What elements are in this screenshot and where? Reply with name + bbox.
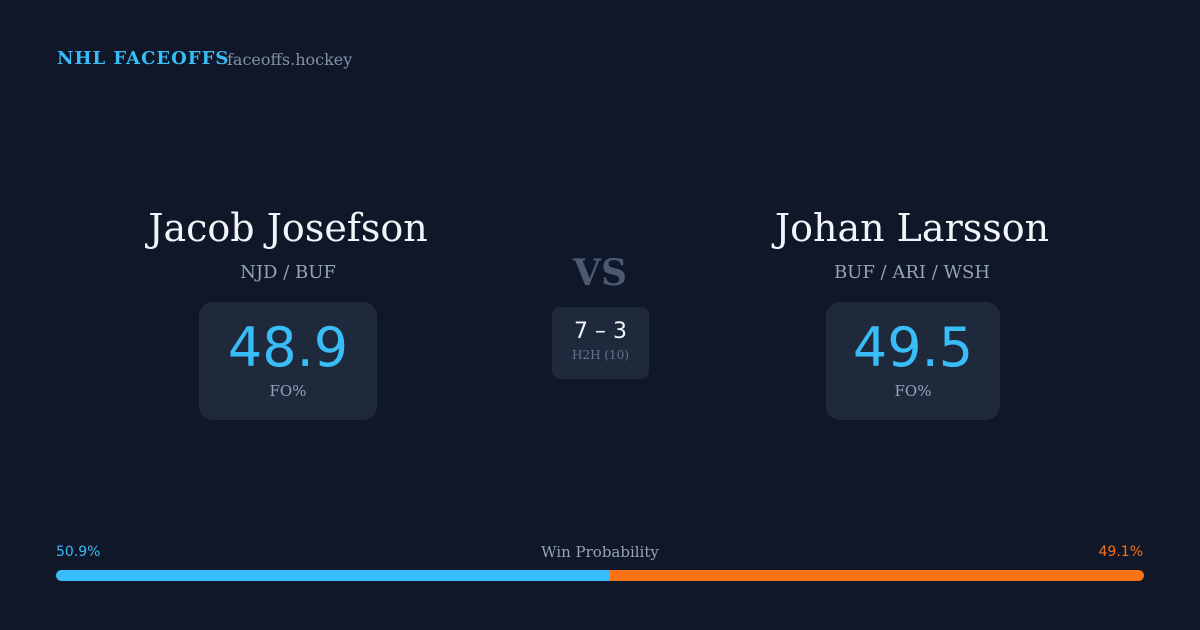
win-prob-segment — [56, 570, 610, 581]
player-name: Johan Larsson — [774, 206, 1050, 250]
win-prob-bar — [56, 570, 1144, 581]
h2h-label: H2H (10) — [571, 348, 629, 362]
win-prob-left: 50.9% — [56, 544, 101, 560]
site[interactable]: faceoffs.hockey — [227, 50, 353, 69]
player-teams: BUF / ARI / WSH — [833, 262, 991, 283]
versus: VS — [573, 252, 627, 294]
fo-card: 49.5 FO% — [826, 302, 1000, 420]
win-prob-label: Win Probability — [541, 543, 659, 561]
fo-label: FO% — [894, 382, 932, 400]
player-name: Jacob Josefson — [148, 206, 428, 250]
h2h-score: 7 – 3 — [574, 319, 627, 344]
win-prob-segment — [609, 570, 1144, 581]
fo-label: FO% — [269, 382, 307, 400]
fo-value: 48.9 — [227, 316, 349, 379]
brand[interactable]: NHL FACEOFFS — [57, 48, 230, 69]
fo-value: 49.5 — [852, 316, 974, 379]
player-teams: NJD / BUF — [240, 262, 336, 283]
h2h-card: 7 – 3 H2H (10) — [552, 307, 649, 379]
win-prob-right: 49.1% — [1098, 544, 1143, 560]
fo-card: 48.9 FO% — [199, 302, 377, 420]
